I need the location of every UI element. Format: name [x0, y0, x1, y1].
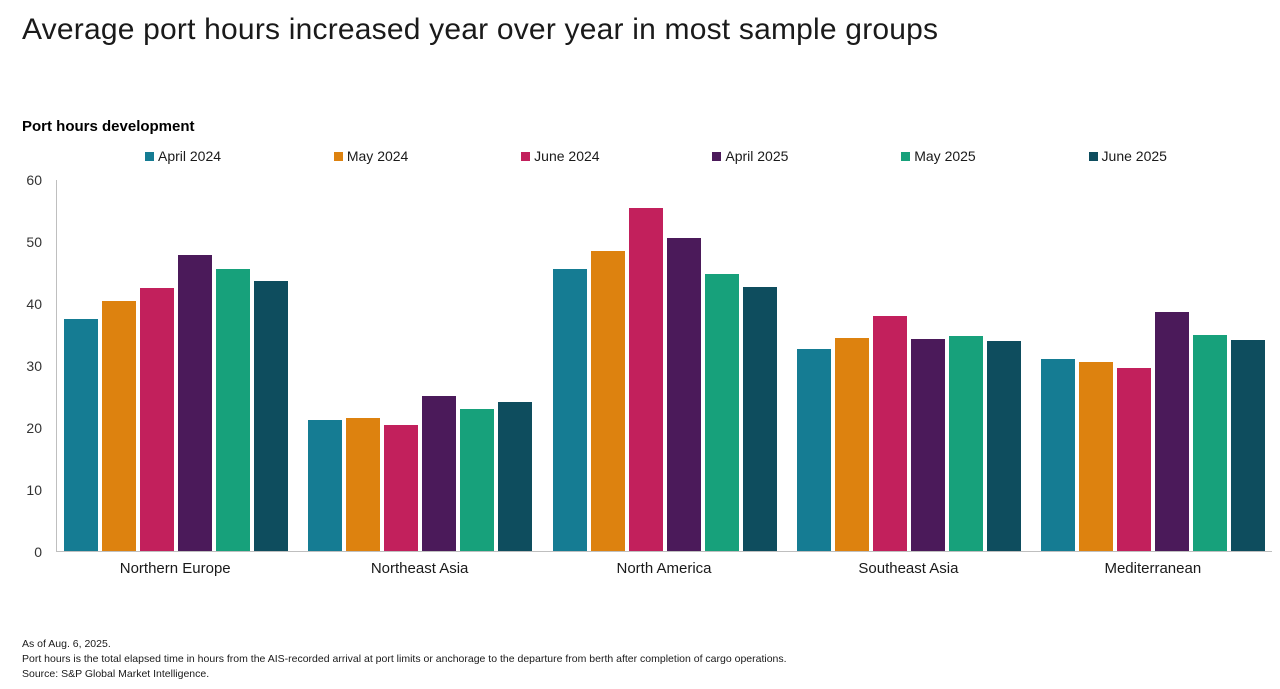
bar: [254, 281, 289, 551]
x-axis-category-label: Northern Europe: [119, 560, 231, 577]
bar-group: [307, 180, 533, 551]
bar: [384, 424, 419, 551]
footnote-as-of: As of Aug. 6, 2025.: [22, 638, 111, 650]
bar: [422, 396, 457, 551]
legend: April 2024 May 2024 June 2024 April 2025 May…: [145, 148, 1167, 164]
y-tick-label: 20: [26, 420, 42, 436]
x-axis-category-label: North America: [616, 560, 712, 577]
bar: [986, 341, 1021, 551]
bar: [102, 301, 137, 551]
bar-group: [551, 180, 777, 551]
bar: [1040, 359, 1075, 551]
bar: [1154, 312, 1189, 551]
x-axis-category-label: Mediterranean: [1104, 560, 1202, 577]
bar: [216, 269, 251, 551]
bar: [1230, 340, 1265, 551]
legend-label: April 2024: [158, 148, 222, 164]
x-axis-labels: Northern Europe Northeast Asia North Ameri…: [56, 560, 1272, 577]
y-tick-label: 30: [26, 358, 42, 374]
bar-group: [796, 180, 1022, 551]
bar: [140, 287, 175, 551]
bar: [796, 349, 831, 551]
legend-item: April 2024: [145, 148, 221, 164]
bar: [628, 207, 663, 551]
bar: [64, 319, 99, 551]
bar: [552, 269, 587, 551]
legend-item: May 2025: [901, 148, 976, 164]
bar-group: [1040, 180, 1266, 551]
bar: [910, 338, 945, 551]
legend-item: May 2024: [333, 148, 409, 164]
legend-swatch-icon: [712, 151, 722, 161]
bar: [346, 418, 381, 551]
legend-swatch-icon: [145, 151, 154, 161]
bar: [590, 251, 625, 551]
x-axis-category-label: Southeast Asia: [858, 560, 959, 577]
y-axis-labels: 0 10 20 30 40 50 60: [0, 172, 46, 560]
bar: [834, 337, 869, 551]
legend-swatch-icon: [901, 151, 911, 161]
bar: [872, 316, 907, 551]
bar: [704, 274, 739, 551]
legend-item: June 2024: [521, 148, 600, 164]
legend-swatch-icon: [521, 151, 531, 161]
footnotes: As of Aug. 6, 2025. Port hours is the to…: [22, 637, 787, 682]
y-tick-label: 40: [26, 296, 42, 312]
bar: [742, 286, 777, 551]
legend-label: June 2025: [1101, 148, 1167, 164]
legend-item: June 2025: [1088, 148, 1167, 164]
y-tick-label: 10: [26, 482, 42, 498]
legend-swatch-icon: [1088, 151, 1098, 161]
footnote-definition: Port hours is the total elapsed time in …: [22, 653, 787, 665]
bar: [666, 237, 701, 551]
y-tick-label: 50: [26, 234, 42, 250]
bar: [1116, 367, 1151, 551]
legend-label: May 2024: [346, 148, 409, 164]
bar: [498, 401, 533, 551]
chart-subtitle: Port hours development: [22, 118, 195, 135]
x-axis-category-label: Northeast Asia: [370, 560, 469, 577]
bar: [1078, 362, 1113, 551]
bar: [178, 254, 213, 551]
bar: [1192, 334, 1227, 551]
legend-item: April 2025: [712, 148, 788, 164]
legend-swatch-icon: [333, 151, 343, 161]
bar: [308, 419, 343, 551]
plot-area: [56, 180, 1272, 552]
legend-label: June 2024: [534, 148, 600, 164]
bar-group: [63, 180, 289, 551]
legend-label: April 2025: [725, 148, 789, 164]
page-title: Average port hours increased year over y…: [22, 13, 939, 46]
y-tick-label: 0: [34, 544, 42, 560]
bar: [948, 335, 983, 551]
bar: [460, 409, 495, 551]
legend-label: May 2025: [914, 148, 976, 164]
y-tick-label: 60: [26, 172, 42, 188]
footnote-source: Source: S&P Global Market Intelligence.: [22, 668, 210, 680]
